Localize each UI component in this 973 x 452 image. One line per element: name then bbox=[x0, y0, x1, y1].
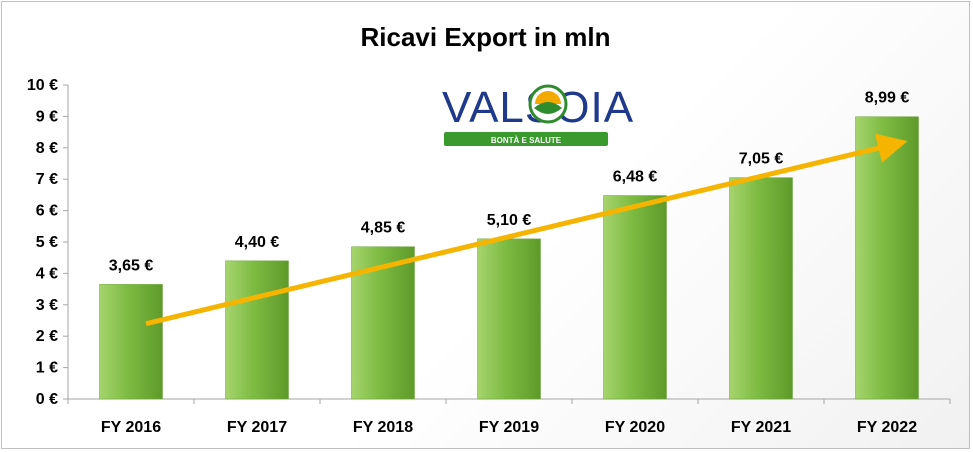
valsoia-logo: VALSOIA BONTÀ E SALUTE bbox=[442, 83, 633, 146]
x-tick-label: FY 2021 bbox=[731, 419, 791, 436]
x-tick-label: FY 2017 bbox=[227, 419, 287, 436]
data-label: 5,10 € bbox=[487, 212, 532, 229]
trend-arrow bbox=[145, 133, 908, 327]
y-tick-label: 3 € bbox=[36, 297, 58, 314]
x-tick-label: FY 2019 bbox=[479, 419, 539, 436]
bar bbox=[225, 260, 289, 400]
y-tick-label: 0 € bbox=[36, 391, 58, 408]
data-label: 6,48 € bbox=[613, 169, 658, 186]
y-tick-label: 1 € bbox=[36, 360, 58, 377]
data-label: 7,05 € bbox=[739, 151, 784, 168]
x-tick-label: FY 2018 bbox=[353, 419, 413, 436]
y-tick-label: 9 € bbox=[36, 108, 58, 125]
bar bbox=[855, 116, 919, 400]
y-tick-label: 6 € bbox=[36, 203, 58, 220]
logo-sun-icon bbox=[528, 84, 568, 124]
bar bbox=[603, 195, 667, 400]
bar bbox=[729, 177, 793, 400]
y-tick-label: 10 € bbox=[27, 77, 58, 94]
logo-tagline: BONTÀ E SALUTE bbox=[491, 136, 562, 145]
y-tick-label: 2 € bbox=[36, 328, 58, 345]
y-tick-label: 4 € bbox=[36, 265, 58, 282]
x-tick-label: FY 2016 bbox=[101, 419, 161, 436]
chart-title: Ricavi Export in mln bbox=[360, 22, 611, 52]
data-label: 8,99 € bbox=[865, 90, 910, 107]
x-tick-label: FY 2020 bbox=[605, 419, 665, 436]
y-tick-label: 7 € bbox=[36, 171, 58, 188]
y-tick-label: 8 € bbox=[36, 140, 58, 157]
logo-tagline-band bbox=[444, 132, 608, 146]
data-label: 4,85 € bbox=[361, 220, 406, 237]
data-label: 3,65 € bbox=[109, 257, 154, 274]
bar bbox=[351, 246, 415, 400]
bar bbox=[99, 284, 163, 400]
y-tick-label: 5 € bbox=[36, 234, 58, 251]
data-label: 4,40 € bbox=[235, 234, 280, 251]
x-tick-label: FY 2022 bbox=[857, 419, 917, 436]
bar bbox=[477, 238, 541, 400]
